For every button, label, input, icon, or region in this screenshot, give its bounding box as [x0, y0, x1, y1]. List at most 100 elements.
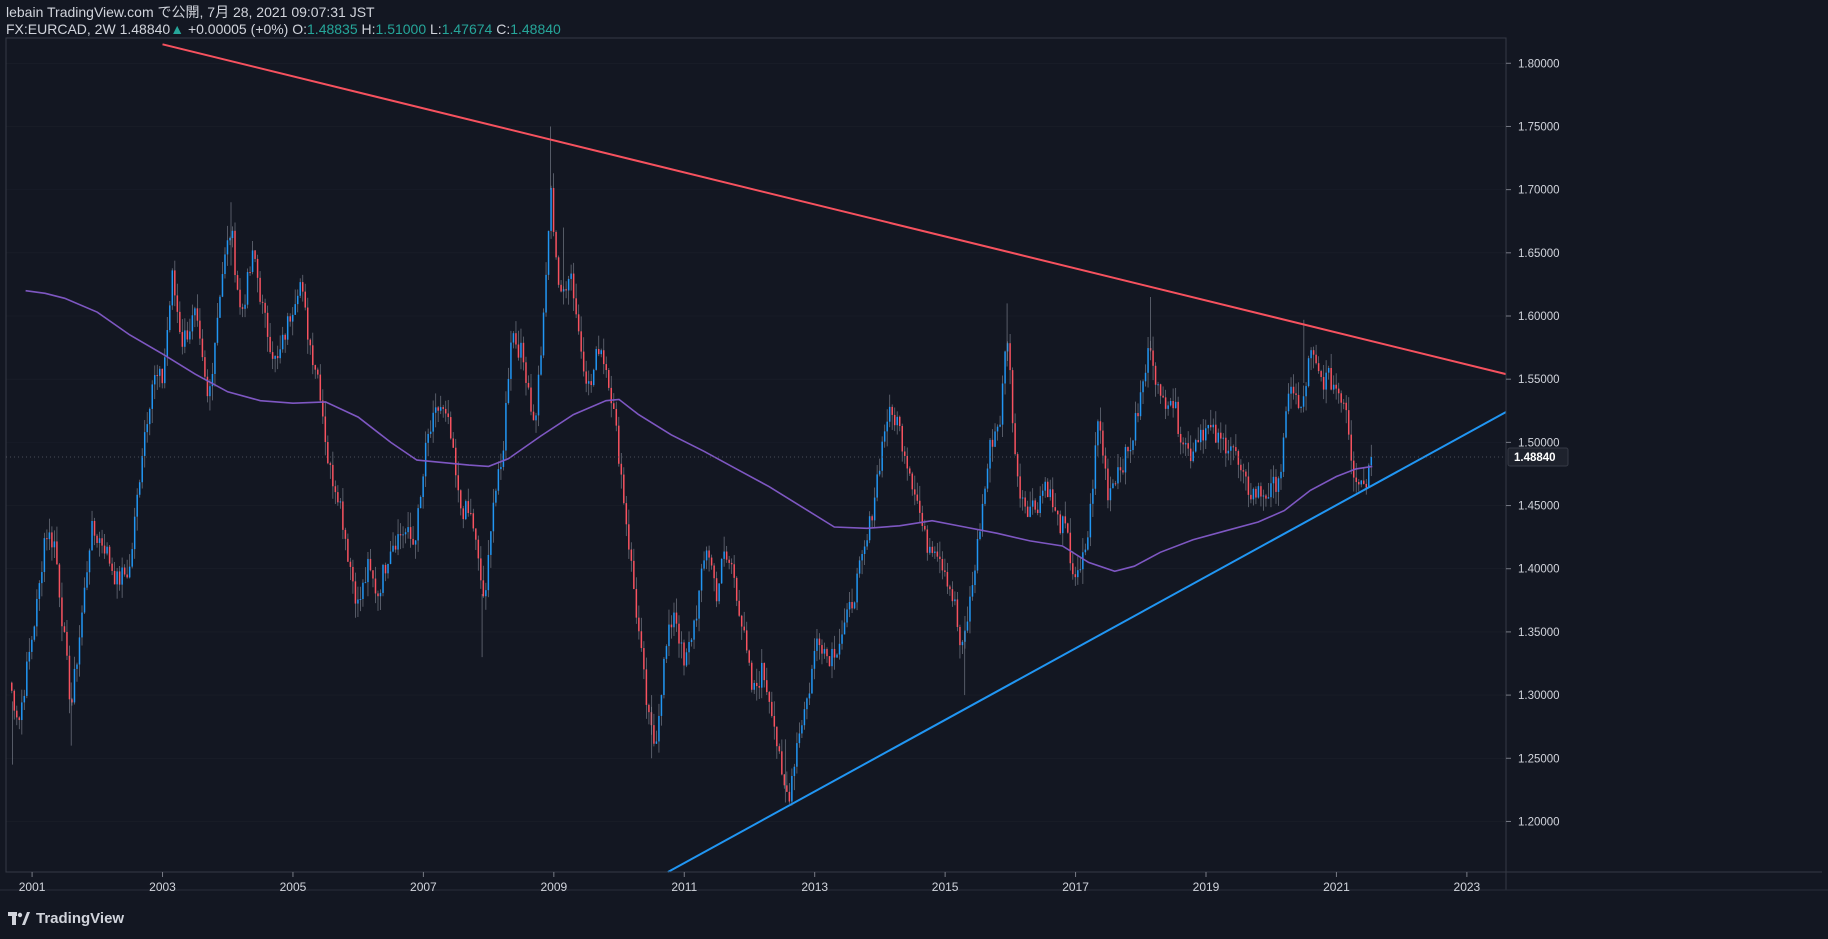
candle	[640, 617, 643, 652]
candle	[1004, 350, 1006, 395]
candle	[876, 465, 878, 502]
candle-body	[929, 546, 931, 553]
candle-body	[567, 278, 570, 291]
candle	[560, 280, 562, 293]
candle	[81, 605, 83, 646]
candle	[605, 356, 608, 378]
candle-body	[545, 274, 547, 313]
ohlc-line: FX:EURCAD, 2W 1.48840▲ +0.00005 (+0%) O:…	[6, 21, 561, 38]
candle	[256, 254, 259, 293]
candle-body	[954, 599, 956, 602]
price-axis[interactable]: 1.20000 1.25000 1.30000 1.35000 1.40000 1.450…	[1506, 58, 1569, 828]
candle-body	[181, 332, 184, 347]
candle-body	[309, 339, 312, 346]
candle	[936, 542, 939, 562]
candle-body	[911, 473, 914, 490]
candle	[698, 590, 700, 632]
candle	[645, 657, 648, 719]
candle-body	[419, 497, 422, 509]
candle-body	[856, 573, 858, 603]
candle	[1260, 482, 1262, 507]
candle-body	[384, 564, 387, 574]
candle	[1325, 360, 1327, 404]
candle	[1210, 409, 1212, 431]
candle	[1142, 379, 1144, 405]
candle-body	[307, 307, 309, 340]
candle	[1363, 467, 1365, 485]
support-trend-line[interactable]	[667, 411, 1507, 873]
candle	[1162, 386, 1164, 399]
candle	[505, 391, 507, 461]
candle-body	[914, 489, 916, 495]
candle	[783, 773, 786, 789]
candle	[1355, 463, 1358, 493]
candle	[1252, 487, 1255, 506]
candle	[319, 364, 322, 403]
candle-body	[1358, 482, 1360, 485]
candle	[811, 664, 813, 694]
candle-body	[299, 282, 301, 296]
candle	[21, 689, 23, 735]
candle	[1257, 482, 1260, 499]
candle	[1057, 510, 1059, 526]
candle-body	[560, 284, 562, 292]
candle-body	[547, 230, 550, 275]
trend-lines[interactable]	[162, 43, 1507, 873]
candle-body	[570, 273, 572, 279]
candle	[510, 330, 512, 391]
candle-body	[482, 580, 485, 597]
candle	[1072, 551, 1074, 580]
candle-body	[618, 425, 620, 464]
tradingview-brand[interactable]: TradingView	[8, 910, 124, 927]
candle-body	[1164, 397, 1167, 409]
candle-body	[1132, 440, 1134, 451]
candle-body	[846, 609, 848, 623]
candle-body	[216, 317, 219, 343]
candle-body	[159, 368, 161, 376]
candle	[490, 530, 492, 568]
candle	[449, 411, 452, 440]
candle-body	[623, 474, 625, 504]
candle	[475, 528, 477, 550]
candle	[939, 541, 941, 574]
resistance-trend-line[interactable]	[162, 43, 1507, 376]
candle-body	[608, 370, 610, 388]
candle	[931, 541, 934, 557]
candle	[191, 304, 194, 340]
candle	[58, 563, 61, 608]
candle-body	[1305, 386, 1307, 397]
candle	[956, 592, 959, 632]
candle-body	[502, 450, 505, 467]
candle-body	[304, 291, 306, 308]
candle-body	[818, 638, 821, 646]
candle-body	[108, 546, 111, 564]
candle-body	[695, 618, 698, 621]
candle-body	[1029, 506, 1031, 517]
candle	[613, 393, 615, 410]
candle-body	[334, 486, 337, 493]
candle	[118, 566, 121, 591]
candle	[387, 563, 389, 579]
time-axis[interactable]: 2001 2003 2005 2007 2009 2011 2013 2015 2017 2019…	[19, 872, 1481, 894]
candle	[1280, 464, 1282, 490]
candle-body	[274, 356, 276, 359]
candle-body	[1182, 442, 1184, 445]
candle-body	[1197, 440, 1199, 443]
candle-body	[555, 231, 557, 258]
candle	[730, 558, 733, 574]
candle	[929, 538, 931, 555]
candle	[630, 542, 633, 572]
candle	[1197, 427, 1199, 443]
candle-body	[1162, 395, 1164, 398]
candle	[1340, 390, 1342, 413]
candle	[901, 423, 903, 462]
candle-body	[710, 557, 713, 566]
candle-body	[1217, 432, 1220, 443]
candle-body	[848, 602, 851, 610]
candle	[1164, 389, 1167, 420]
candle-body	[186, 330, 189, 340]
candle-body	[1092, 488, 1094, 504]
candle	[1220, 422, 1222, 453]
candle	[497, 461, 500, 495]
